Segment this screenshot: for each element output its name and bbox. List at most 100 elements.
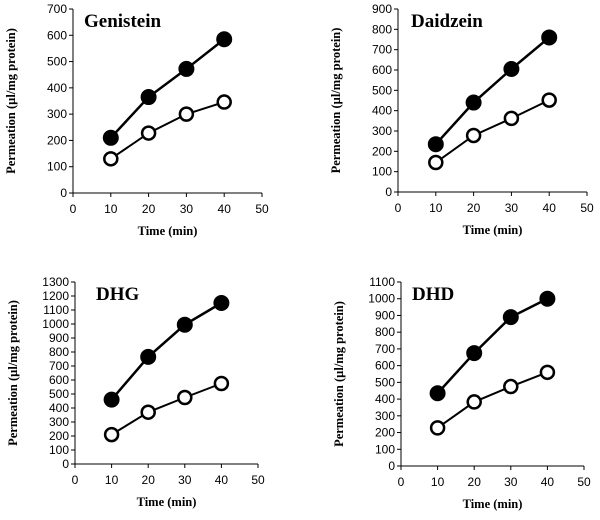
data-point-filled [103, 391, 120, 408]
y-axis-title: Permeation (µl/mg protein) [332, 301, 346, 447]
y-tick-label: 0 [62, 457, 69, 471]
y-tick-label: 200 [375, 426, 395, 440]
data-point-filled [213, 295, 230, 311]
series-line-open [437, 371, 548, 429]
data-point-open [466, 394, 482, 410]
chart-panel: 0100200300400500600700800900100011001200… [6, 275, 265, 509]
data-point-filled [502, 309, 519, 326]
x-tick-label: 0 [395, 201, 402, 215]
y-tick-label: 300 [49, 415, 69, 429]
y-tick-label: 400 [49, 401, 69, 415]
data-point-open [103, 426, 120, 443]
y-tick-label: 500 [49, 387, 69, 401]
x-axis-title: Time (min) [138, 224, 198, 238]
x-tick-label: 20 [142, 473, 156, 487]
y-tick-label: 600 [375, 359, 395, 373]
x-tick-label: 20 [142, 202, 156, 216]
y-tick-label: 400 [47, 81, 67, 95]
y-tick-label: 0 [385, 185, 392, 199]
y-tick-label: 400 [372, 104, 392, 118]
y-tick-label: 700 [375, 342, 395, 356]
y-tick-label: 0 [60, 186, 67, 200]
y-tick-label: 300 [47, 107, 67, 121]
x-tick-label: 0 [70, 202, 77, 216]
data-point-open [213, 375, 230, 392]
x-tick-label: 10 [105, 473, 119, 487]
y-tick-label: 1200 [42, 289, 69, 303]
x-tick-label: 10 [431, 475, 445, 489]
data-point-filled [176, 316, 193, 333]
series-line-filled [436, 297, 548, 395]
data-point-filled [140, 89, 157, 106]
y-tick-label: 500 [375, 375, 395, 389]
x-tick-label: 30 [180, 202, 194, 216]
y-tick-label: 200 [372, 144, 392, 158]
data-point-open [429, 420, 446, 436]
data-point-filled [429, 385, 446, 402]
y-tick-label: 300 [375, 409, 395, 423]
x-tick-label: 30 [504, 475, 518, 489]
y-tick-label: 100 [49, 443, 69, 457]
x-tick-label: 50 [580, 201, 594, 215]
x-tick-label: 40 [218, 202, 232, 216]
data-point-open [177, 389, 193, 406]
y-axis-title: Permeation (µl/mg protein) [6, 300, 20, 446]
y-tick-label: 800 [375, 325, 395, 339]
x-tick-label: 40 [541, 475, 555, 489]
x-tick-label: 50 [251, 473, 265, 487]
y-tick-label: 500 [372, 83, 392, 97]
data-point-filled [140, 348, 157, 365]
panel-title: Genistein [84, 11, 161, 32]
series-line-filled [109, 38, 225, 139]
data-point-open [140, 125, 157, 141]
x-tick-label: 20 [467, 201, 481, 215]
data-point-open [140, 404, 156, 420]
y-tick-label: 800 [49, 345, 69, 359]
y-tick-label: 1300 [42, 275, 69, 289]
data-point-filled [466, 345, 483, 362]
data-point-open [541, 92, 557, 108]
y-tick-label: 600 [49, 373, 69, 387]
y-tick-label: 100 [47, 160, 67, 174]
chart-panel: 0 100 200 300 400 500 600 700 0 10 20 30 40 50 Time (m… [4, 2, 269, 238]
data-point-open [503, 110, 520, 127]
data-point-open [178, 106, 195, 122]
panel-title: DHG [96, 284, 140, 305]
data-point-filled [178, 60, 195, 77]
y-tick-label: 900 [375, 308, 395, 322]
y-tick-label: 0 [388, 459, 395, 473]
x-tick-label: 40 [215, 473, 229, 487]
y-tick-label: 700 [47, 2, 67, 16]
y-tick-label: 500 [47, 55, 67, 69]
panel-title: DHD [412, 284, 454, 305]
x-tick-label: 50 [577, 475, 591, 489]
data-point-filled [539, 290, 556, 307]
data-point-open [103, 151, 119, 167]
series-line-filled [110, 301, 223, 401]
y-tick-label: 700 [372, 43, 392, 57]
y-tick-label: 1000 [42, 317, 69, 331]
data-point-open [428, 154, 444, 171]
x-tick-label: 30 [505, 201, 519, 215]
x-tick-label: 20 [468, 475, 482, 489]
y-tick-label: 600 [372, 63, 392, 77]
series-line-open [111, 382, 222, 436]
chart-panel: 0 100 200 300 400 500 600 700 800 900 1000 1100 0 10 2… [332, 275, 591, 511]
y-tick-label: 1100 [43, 303, 69, 317]
series-line-filled [434, 36, 551, 146]
y-tick-label: 900 [49, 331, 69, 345]
x-tick-label: 50 [255, 202, 269, 216]
y-tick-label: 700 [49, 359, 69, 373]
data-point-filled [465, 94, 482, 111]
data-point-filled [102, 129, 119, 146]
series-line-open [435, 99, 550, 164]
data-point-open [465, 127, 482, 144]
chart-panel: 0 100 200 300 400 500 600 700 800 900 0 10 20 30 40 50 T… [329, 2, 594, 237]
data-point-open [503, 378, 519, 395]
panel-title: Daidzein [411, 11, 483, 32]
x-tick-label: 40 [543, 201, 557, 215]
y-tick-label: 300 [372, 124, 392, 138]
x-axis-title: Time (min) [463, 497, 523, 511]
x-tick-label: 30 [178, 473, 192, 487]
